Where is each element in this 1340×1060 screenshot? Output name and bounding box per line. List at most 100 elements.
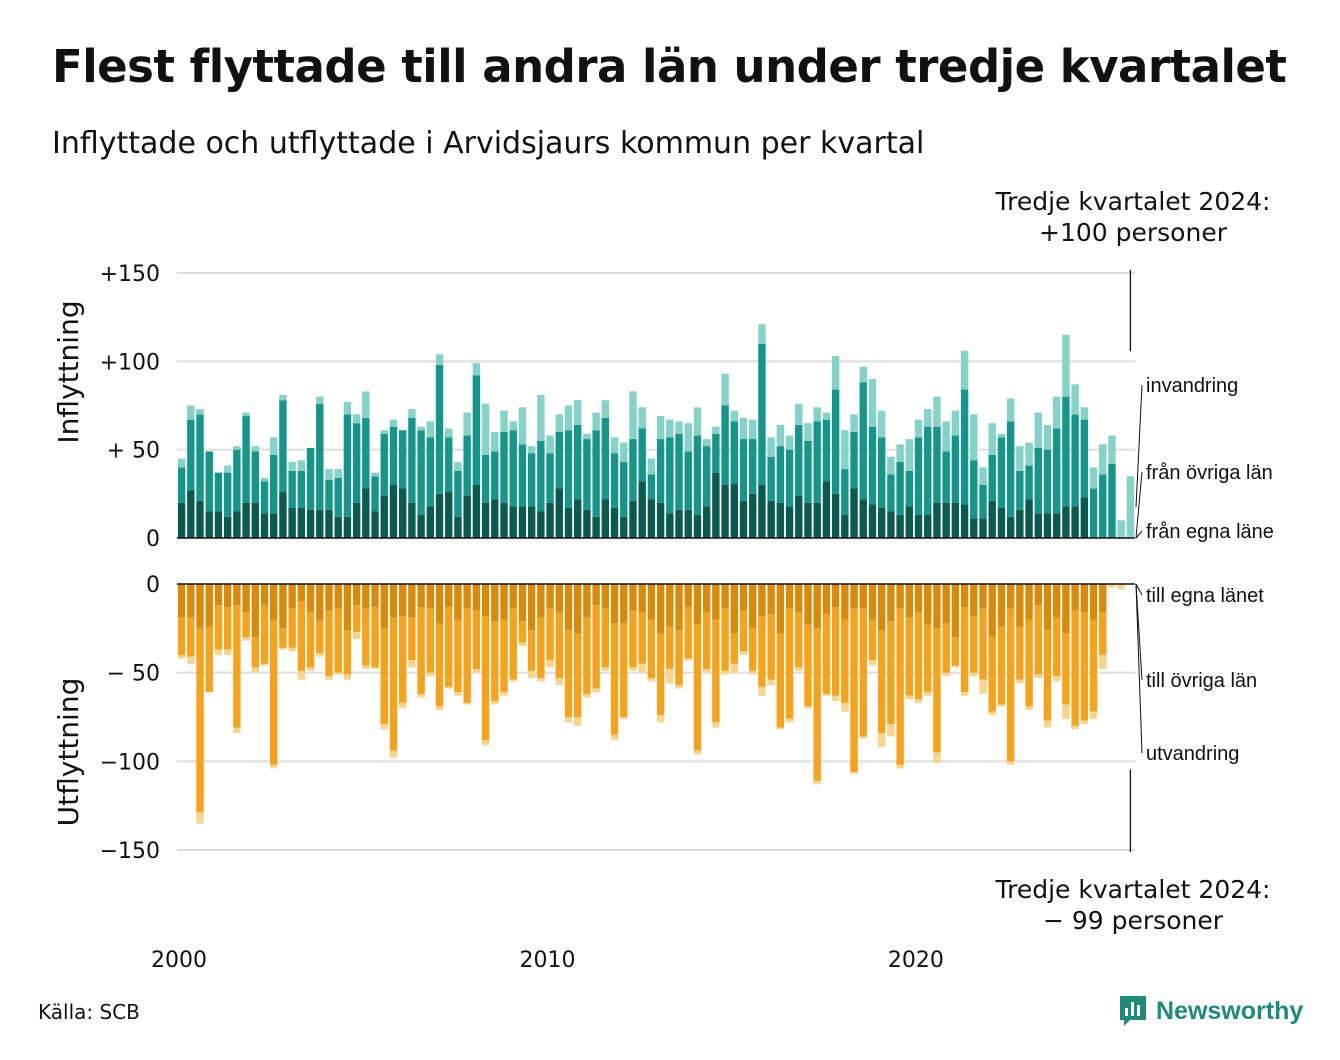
- bar-segment: [970, 414, 978, 461]
- y-tick-label: + 50: [107, 439, 160, 464]
- bar-segment: [260, 584, 269, 606]
- bar-segment: [979, 608, 987, 680]
- bar-segment: [601, 667, 610, 671]
- bar-segment: [638, 663, 646, 673]
- bar-segment: [564, 630, 573, 717]
- bar-segment: [1034, 674, 1042, 678]
- bar-segment: [610, 584, 619, 624]
- bar-segment: [1089, 467, 1098, 489]
- bar-segment: [177, 617, 186, 655]
- bar-segment: [408, 617, 416, 661]
- bar-segment: [859, 608, 867, 737]
- bar-segment: [785, 435, 794, 450]
- bar-segment: [933, 752, 941, 764]
- bar-segment: [841, 469, 849, 516]
- bar-segment: [177, 502, 186, 538]
- bar-segment: [721, 373, 729, 406]
- bar-segment: [1043, 630, 1052, 721]
- bar-segment: [988, 711, 996, 716]
- label-leader: [1135, 583, 1143, 754]
- bar-segment: [1062, 704, 1070, 719]
- bar-segment: [1062, 506, 1070, 538]
- bar-segment: [693, 407, 702, 436]
- bar-segment: [371, 511, 379, 538]
- bar-segment: [656, 633, 665, 716]
- bar-segment: [629, 667, 637, 671]
- bar-segment: [343, 414, 352, 517]
- bar-segment: [914, 699, 923, 703]
- bar-segment: [675, 584, 683, 631]
- bar-segment: [767, 614, 775, 680]
- bar-segment: [620, 516, 628, 538]
- bar-segment: [859, 736, 867, 739]
- bar-segment: [583, 433, 591, 440]
- bar-segment: [702, 669, 711, 673]
- bar-segment: [343, 516, 352, 538]
- bar-segment: [721, 608, 729, 671]
- bar-segment: [583, 584, 591, 618]
- bar-segment: [445, 686, 453, 689]
- bar-segment: [914, 419, 923, 438]
- bar-segment: [656, 416, 665, 440]
- bar-segment: [398, 488, 407, 538]
- bar-segment: [776, 424, 785, 447]
- bar-segment: [785, 449, 794, 507]
- bar-segment: [1016, 584, 1024, 627]
- x-tick-label: 2000: [151, 948, 207, 973]
- bar-segment: [804, 706, 812, 709]
- bar-segment: [647, 458, 656, 475]
- bar-segment: [970, 518, 978, 538]
- bar-segment: [868, 504, 877, 538]
- bar-segment: [988, 637, 996, 712]
- bar-segment: [279, 628, 287, 648]
- bar-segment: [509, 506, 517, 538]
- bar-segment: [491, 499, 499, 538]
- bar-segment: [518, 584, 527, 622]
- bar-segment: [214, 605, 223, 650]
- bar-segment: [859, 499, 867, 538]
- bar-segment: [527, 453, 536, 507]
- bar-segment: [767, 437, 775, 457]
- bar-segment: [887, 456, 895, 475]
- bar-segment: [564, 507, 573, 538]
- bar-segment: [408, 409, 416, 418]
- bar-segment: [675, 685, 683, 689]
- bar-segment: [831, 695, 840, 702]
- bar-segment: [214, 649, 223, 655]
- bar-segment: [472, 610, 481, 670]
- bar-segment: [1043, 424, 1052, 450]
- bar-segment: [260, 477, 269, 482]
- bar-segment: [371, 607, 379, 668]
- bar-segment: [583, 439, 591, 510]
- bar-segment: [804, 440, 812, 503]
- bar-segment: [896, 444, 904, 463]
- bar-segment: [297, 670, 306, 680]
- bar-segment: [629, 610, 637, 668]
- bar-segment: [573, 717, 582, 726]
- bar-segment: [1062, 584, 1070, 634]
- chart-subtitle: Inflyttade och utflyttade i Arvidsjaurs …: [52, 126, 925, 161]
- bar-segment: [1062, 334, 1070, 397]
- bar-segment: [712, 584, 720, 620]
- bar-segment: [1062, 633, 1070, 705]
- bar-segment: [481, 615, 490, 741]
- bar-segment: [223, 584, 232, 608]
- bar-segment: [813, 502, 821, 538]
- bar-segment: [343, 401, 352, 415]
- bar-segment: [951, 637, 960, 666]
- bar-segment: [546, 502, 554, 538]
- x-tick-label: 2020: [888, 948, 944, 973]
- bar-segment: [988, 423, 996, 455]
- bar-segment: [463, 412, 471, 436]
- bar-segment: [445, 584, 453, 608]
- annotation-top-line2: +100 personer: [1039, 218, 1227, 247]
- bar-segment: [352, 631, 361, 639]
- bar-segment: [426, 608, 435, 673]
- bar-segment: [675, 509, 683, 538]
- bar-segment: [1025, 499, 1033, 538]
- bar-segment: [196, 414, 204, 501]
- bar-segment: [1071, 584, 1079, 611]
- bar-segment: [767, 584, 775, 615]
- bar-segment: [795, 424, 803, 496]
- bar-segment: [537, 584, 545, 618]
